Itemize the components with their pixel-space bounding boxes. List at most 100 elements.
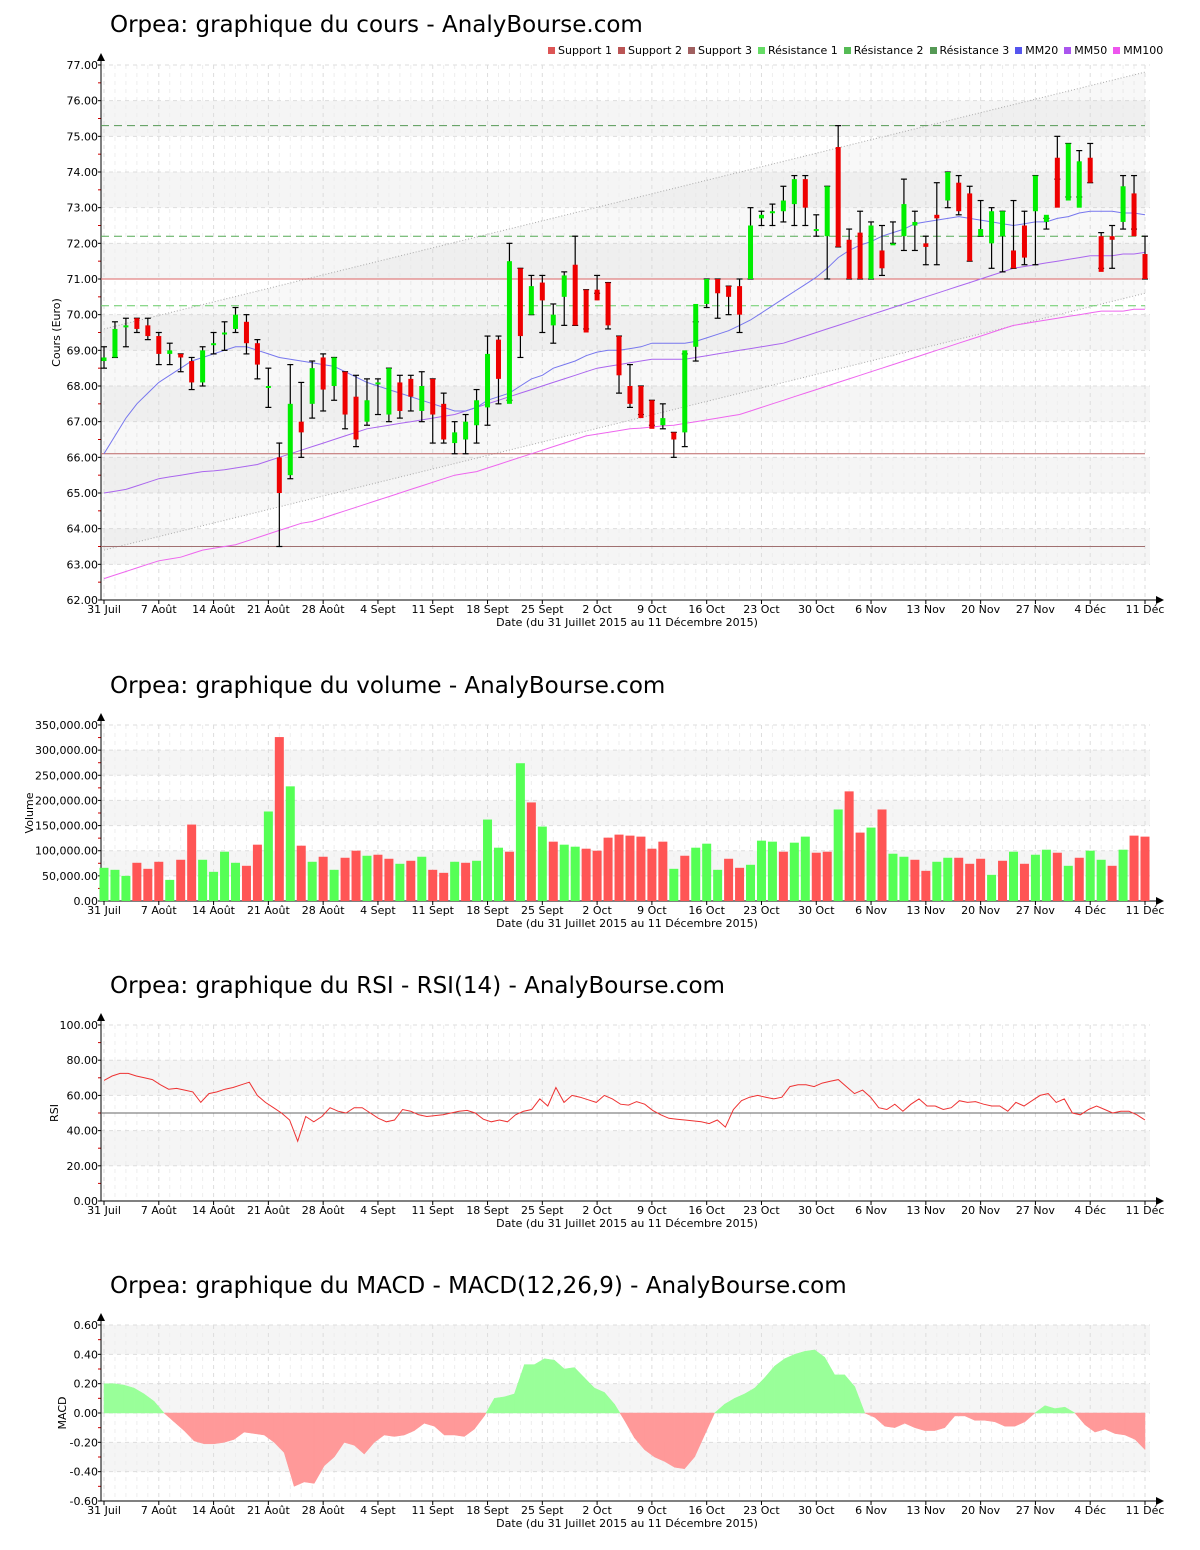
volume-bar (209, 871, 219, 901)
legend-label: Résistance 1 (767, 44, 838, 57)
x-tick-label: 28 Août (302, 904, 346, 917)
volume-bar (1019, 863, 1029, 901)
x-tick-label: 16 Oct (688, 1204, 725, 1217)
volume-bar (559, 844, 569, 901)
candlestick (1065, 142, 1072, 201)
volume-bar (1063, 865, 1073, 901)
y-tick-label: 69.00 (67, 344, 99, 357)
x-tick-label: 23 Oct (743, 603, 780, 616)
x-tick-label: 28 Août (302, 1504, 346, 1517)
x-tick-label: 28 Août (302, 603, 346, 616)
candlestick (692, 303, 699, 362)
y-tick-label: 80.00 (67, 1054, 99, 1067)
volume-bar (1118, 849, 1128, 901)
y-axis-title: Cours (Euro) (50, 298, 63, 367)
y-tick-label: 0.20 (74, 1378, 99, 1391)
candlestick (572, 235, 579, 326)
legend-swatch-icon (1113, 47, 1121, 54)
y-tick-label: 73.00 (67, 202, 99, 215)
legend-swatch-icon (929, 47, 937, 54)
x-tick-label: 11 Déc (1126, 904, 1165, 917)
x-tick-label: 30 Oct (798, 1504, 835, 1517)
volume-bar (526, 802, 536, 901)
candlestick (418, 371, 425, 423)
x-tick-label: 2 Oct (582, 603, 612, 616)
y-tick-label: 65.00 (67, 487, 99, 500)
legend-label: Support 2 (627, 44, 682, 57)
x-tick-label: 23 Oct (743, 904, 780, 917)
y-tick-label: 150,000.00 (35, 820, 98, 833)
legend-swatch-icon (1015, 47, 1023, 54)
volume-bar (713, 869, 723, 901)
candlestick (966, 185, 973, 262)
volume-bar (329, 869, 339, 901)
y-tick-label: 50,000.00 (42, 870, 98, 883)
x-tick-label: 9 Oct (637, 904, 667, 917)
legend-item: Support 3 (687, 44, 752, 57)
candlestick (451, 421, 458, 455)
candlestick (1032, 174, 1039, 266)
legend-swatch-icon (843, 47, 851, 54)
volume-bar (143, 868, 153, 901)
candlestick (736, 278, 743, 334)
volume-bar (121, 875, 131, 901)
x-tick-label: 31 Juil (87, 1504, 121, 1517)
volume-bar (778, 851, 788, 901)
legend-item: Résistance 1 (757, 44, 838, 57)
volume-bar (537, 826, 547, 901)
candlestick (594, 274, 601, 301)
legend-swatch-icon (548, 47, 555, 54)
x-tick-label: 25 Sept (521, 1504, 564, 1517)
volume-bar (1009, 851, 1019, 901)
volume-bar (811, 852, 821, 901)
candlestick (550, 303, 557, 344)
x-tick-label: 30 Oct (798, 904, 835, 917)
volume-bar (395, 863, 405, 901)
x-tick-label: 14 Août (192, 904, 236, 917)
volume-bar (691, 847, 701, 901)
y-tick-label: 100.00 (60, 1019, 99, 1032)
candlestick (363, 378, 370, 426)
candlestick (944, 171, 951, 209)
legend-item: MM100 (1113, 44, 1163, 57)
x-tick-label: 4 Déc (1074, 1204, 1106, 1217)
x-tick-label: 7 Août (141, 1504, 178, 1517)
candlestick (254, 339, 261, 380)
price-candlestick-chart: 77.00 76.00 75.00 74.00 73.00 72.00 71.00 70.00… (50, 53, 1164, 629)
x-tick-label: 31 Juil (87, 603, 121, 616)
volume-bar (439, 872, 449, 901)
volume-bar (647, 848, 657, 901)
legend-item: Support 1 (548, 44, 612, 57)
candlestick (605, 281, 612, 330)
y-tick-label: 74.00 (67, 166, 99, 179)
x-tick-label: 14 Août (192, 1504, 236, 1517)
x-tick-label: 4 Sept (360, 904, 396, 917)
candlestick (681, 350, 688, 448)
x-tick-label: 7 Août (141, 1204, 178, 1217)
volume-bar (756, 840, 766, 901)
volume-bar (1140, 836, 1150, 901)
y-tick-label: 0.40 (74, 1348, 99, 1361)
candlestick (221, 321, 228, 351)
y-tick-label: 0.00 (74, 1195, 99, 1208)
candlestick (396, 374, 403, 419)
candlestick (188, 356, 195, 391)
volume-bar (987, 874, 997, 901)
x-tick-label: 16 Oct (688, 1504, 725, 1517)
volume-bar (1107, 865, 1117, 901)
y-tick-label: 20.00 (67, 1160, 99, 1173)
candlestick (616, 335, 623, 394)
candlestick (429, 378, 436, 444)
price-chart-panel: Orpea: graphique du cours - AnalyBourse.… (0, 0, 1200, 640)
candlestick (374, 378, 381, 416)
x-tick-label: 31 Juil (87, 1204, 121, 1217)
y-tick-label: 0.00 (74, 1407, 99, 1420)
volume-bar (472, 860, 482, 901)
candlestick (868, 221, 875, 280)
y-tick-label: 67.00 (67, 416, 99, 429)
volume-bar (515, 763, 525, 901)
x-tick-label: 20 Nov (961, 1504, 1000, 1517)
volume-bar (932, 861, 942, 901)
candlestick (506, 242, 513, 404)
macd-chart-title: Orpea: graphique du MACD - MACD(12,26,9)… (110, 1273, 847, 1299)
